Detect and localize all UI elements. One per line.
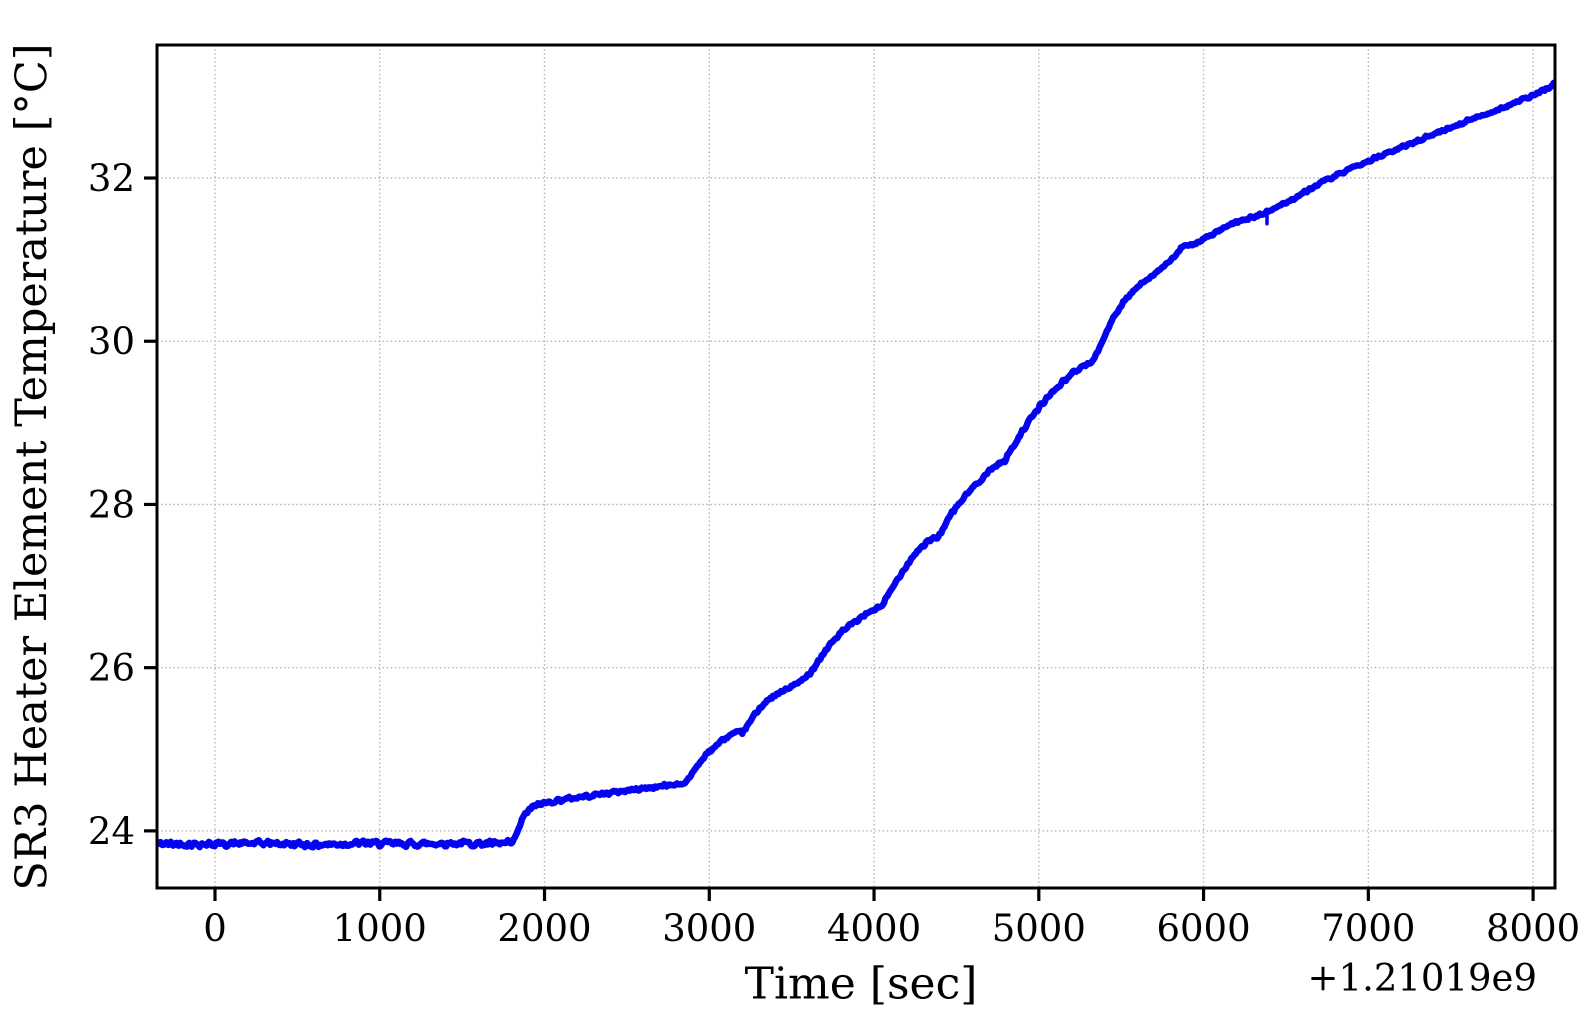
x-tick-label: 6000 — [1156, 907, 1250, 950]
axes-spines — [155, 43, 1557, 890]
y-tick-label: 28 — [88, 483, 135, 526]
x-tick-label: 5000 — [992, 907, 1086, 950]
y-tick-label: 24 — [88, 810, 135, 853]
y-tick-label: 30 — [88, 320, 135, 363]
x-tick-label: 4000 — [827, 907, 921, 950]
x-axis-offset-label: +1.21019e9 — [1307, 956, 1537, 1000]
y-tick-label: 26 — [88, 647, 135, 690]
y-tick-label: 32 — [88, 157, 135, 200]
x-tick-label: 8000 — [1486, 907, 1580, 950]
temperature-data-line — [157, 79, 1555, 851]
x-tick-label: 7000 — [1321, 907, 1415, 950]
x-axis-label: Time [sec] — [744, 958, 978, 1010]
x-tick-label: 3000 — [662, 907, 756, 950]
y-axis-label: SR3 Heater Element Temperature [°C] — [7, 43, 57, 891]
x-tick-label: 0 — [203, 907, 227, 950]
x-tick-label: 2000 — [497, 907, 591, 950]
x-tick-label: 1000 — [333, 907, 427, 950]
